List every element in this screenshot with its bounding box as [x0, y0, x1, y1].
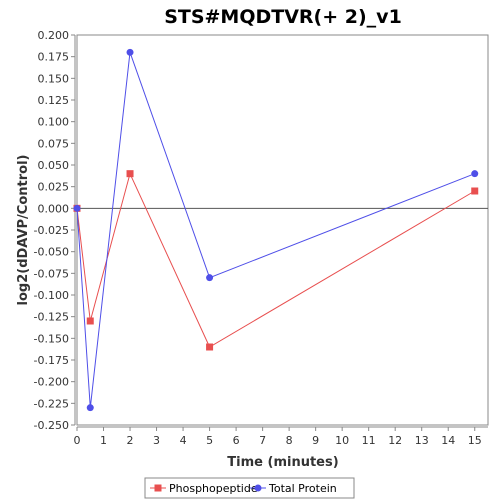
y-tick-label: -0.050: [34, 246, 69, 259]
chart-title: STS#MQDTVR(+ 2)_v1: [164, 6, 402, 28]
y-tick-label: 0.000: [38, 202, 70, 215]
plot-area: [76, 34, 489, 426]
y-tick-label: 0.100: [38, 116, 70, 129]
x-tick-label: 5: [206, 434, 213, 447]
x-tick-label: 9: [312, 434, 319, 447]
y-tick-label: 0.075: [38, 137, 70, 150]
x-tick-label: 11: [362, 434, 376, 447]
x-tick-label: 12: [388, 434, 402, 447]
y-tick-label: -0.075: [34, 267, 69, 280]
y-tick-label: -0.150: [34, 332, 69, 345]
x-axis-label: Time (minutes): [227, 455, 338, 470]
x-tick-label: 8: [286, 434, 293, 447]
x-tick-label: 3: [153, 434, 160, 447]
y-axis: 0.200 0.175 0.150 0.125 0.100 0.075 0.050 0.025…: [34, 29, 76, 432]
legend-box: [144, 477, 355, 499]
data-point-phosphopeptide: [126, 170, 134, 178]
legend-marker-total-protein: [254, 484, 262, 492]
x-tick-label: 14: [441, 434, 455, 447]
y-tick-label: 0.200: [38, 29, 70, 42]
y-tick-label: -0.025: [34, 224, 69, 237]
data-point-phosphopeptide: [471, 187, 479, 195]
data-point-total-protein: [471, 170, 479, 178]
x-tick-label: 1: [100, 434, 107, 447]
x-axis: 0 1 2 3 4 5 6 7 8 9 10 11 12 13 14 15: [74, 426, 488, 447]
legend: Phosphopeptide Total Protein: [144, 477, 355, 499]
data-point-phosphopeptide: [86, 317, 94, 325]
x-tick-label: 7: [259, 434, 266, 447]
y-tick-label: -0.200: [34, 376, 69, 389]
legend-label-phosphopeptide: Phosphopeptide: [169, 482, 258, 495]
y-tick-label: -0.250: [34, 419, 69, 432]
x-tick-label: 6: [233, 434, 240, 447]
x-tick-label: 10: [335, 434, 349, 447]
y-tick-label: 0.125: [38, 94, 70, 107]
legend-label-total-protein: Total Protein: [268, 482, 337, 495]
y-axis-label: log2(dDAVP/Control): [16, 155, 31, 306]
x-tick-label: 2: [127, 434, 134, 447]
x-tick-label: 13: [415, 434, 429, 447]
series-group: [73, 48, 479, 412]
y-tick-label: 0.150: [38, 72, 70, 85]
y-tick-label: 0.050: [38, 159, 70, 172]
data-point-phosphopeptide: [206, 343, 214, 351]
data-point-total-protein: [73, 204, 81, 212]
x-tick-label: 15: [468, 434, 482, 447]
data-point-total-protein: [86, 404, 94, 412]
y-tick-label: 0.175: [38, 51, 70, 64]
legend-marker-phosphopeptide: [154, 484, 162, 492]
data-point-total-protein: [126, 48, 134, 56]
y-tick-label: -0.175: [34, 354, 69, 367]
data-point-total-protein: [206, 274, 214, 282]
y-tick-label: -0.225: [34, 397, 69, 410]
y-tick-label: -0.100: [34, 289, 69, 302]
x-tick-label: 4: [180, 434, 187, 447]
y-tick-label: 0.025: [38, 181, 70, 194]
x-tick-label: 0: [74, 434, 81, 447]
y-tick-label: -0.125: [34, 311, 69, 324]
